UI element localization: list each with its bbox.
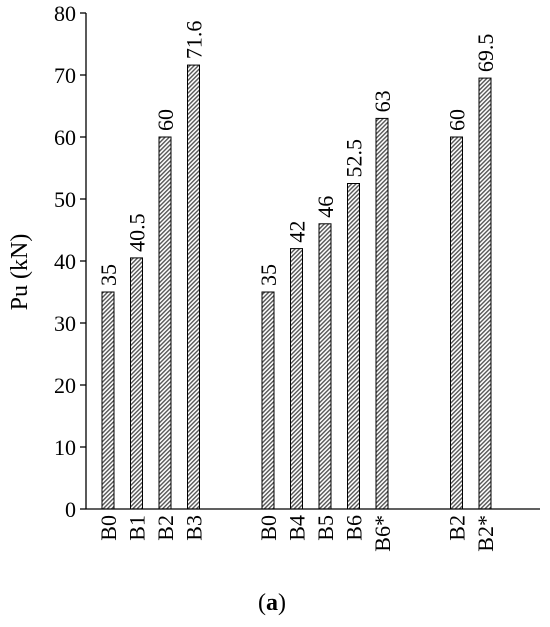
y-tick-label: 40 <box>54 249 76 274</box>
category-label: B6* <box>370 515 395 552</box>
y-tick-label: 80 <box>54 1 76 26</box>
y-axis-ticks: 0 10 20 30 40 50 60 70 80 <box>54 1 86 522</box>
category-label: B0 <box>256 515 281 541</box>
category-label: B0 <box>96 515 121 541</box>
category-label: B5 <box>313 515 338 541</box>
category-label: B2 <box>153 515 178 541</box>
bar <box>261 291 275 510</box>
bar <box>101 291 115 510</box>
caption-close: ) <box>278 590 286 616</box>
y-tick-label: 20 <box>54 373 76 398</box>
category-label: B2 <box>445 515 470 541</box>
figure-caption: (a) <box>258 590 286 616</box>
bar-value-label: 52.5 <box>342 139 367 178</box>
category-label: B4* <box>548 515 550 552</box>
y-tick-label: 0 <box>65 497 76 522</box>
bar <box>478 77 492 510</box>
bar-value-label: 60 <box>445 109 470 131</box>
category-label: B4 <box>285 515 310 541</box>
bar-value-label: 42 <box>285 221 310 243</box>
category-label: B2* <box>473 515 498 552</box>
bar-value-label: 71.6 <box>182 21 207 60</box>
category-label: B3 <box>182 515 207 541</box>
bar <box>347 183 360 510</box>
bar <box>187 64 200 510</box>
category-label: B6 <box>342 515 367 541</box>
bar <box>290 248 303 510</box>
bar <box>318 223 332 510</box>
bar-value-label: 69.5 <box>473 34 498 73</box>
caption-open: ( <box>258 590 266 616</box>
category-label: B1 <box>125 515 150 541</box>
bar <box>375 117 389 510</box>
bar-value-label: 63 <box>370 90 395 112</box>
caption-letter: a <box>266 590 278 616</box>
bar-value-label: 40.5 <box>125 213 150 252</box>
bar-value-label: 35 <box>96 264 121 286</box>
bar-value-label: 46 <box>313 196 338 218</box>
y-tick-label: 70 <box>54 63 76 88</box>
y-tick-label: 60 <box>54 125 76 150</box>
bar <box>130 257 143 510</box>
bar <box>450 136 463 510</box>
bar-value-label: 60 <box>153 109 178 131</box>
y-tick-label: 50 <box>54 187 76 212</box>
y-axis-label: Pu (kN) <box>7 234 33 311</box>
bar-value-label: 35 <box>256 264 281 286</box>
bar-value-label: 36.3 <box>548 239 550 278</box>
y-tick-label: 30 <box>54 311 76 336</box>
bar <box>158 136 172 510</box>
y-tick-label: 10 <box>54 435 76 460</box>
